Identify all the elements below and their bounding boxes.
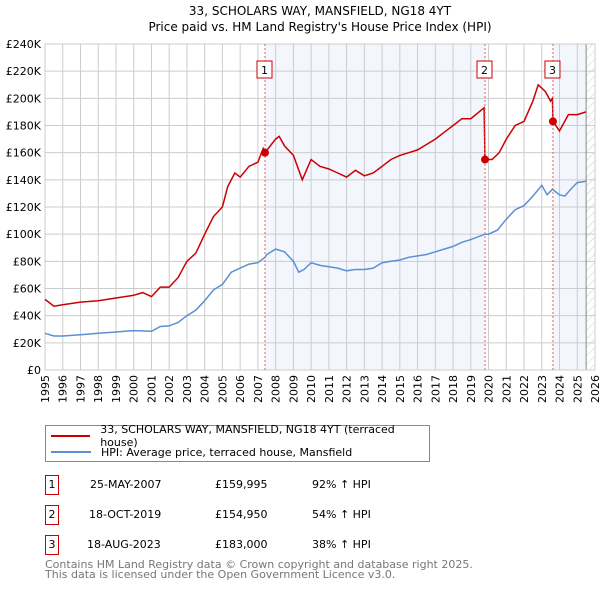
y-tick-label: £180K <box>6 120 42 133</box>
x-tick-label: 2022 <box>518 375 531 403</box>
plot-border <box>44 43 596 371</box>
footer-line: Contains HM Land Registry data © Crown c… <box>45 558 473 571</box>
x-tick-label: 2006 <box>234 375 247 403</box>
sale-point <box>261 148 269 157</box>
y-tick-label: £200K <box>6 92 42 105</box>
x-tick-label: 2016 <box>412 375 425 403</box>
y-tick-label: £220K <box>6 65 42 78</box>
legend-label: HPI: Average price, terraced house, Mans… <box>101 445 353 459</box>
sale-point <box>481 155 489 164</box>
x-tick-label: 1998 <box>92 375 105 403</box>
x-tick-label: 2024 <box>554 375 567 403</box>
legend-swatch-red <box>51 435 91 437</box>
sale-row: 2 18-OCT-2019 £154,950 54% ↑ HPI <box>45 505 465 525</box>
sale-label-box <box>544 60 561 79</box>
y-tick-label: £0 <box>27 364 41 377</box>
series-line <box>44 83 587 307</box>
x-tick-label: 2001 <box>145 375 158 403</box>
x-tick-label: 2025 <box>571 375 584 403</box>
sale-hpi: 92% ↑ HPI <box>312 478 371 491</box>
sale-date: 25-MAY-2007 <box>90 478 162 491</box>
y-tick-label: £80K <box>13 255 42 268</box>
y-tick-label: £60K <box>13 283 42 296</box>
legend-item-property: 33, SCHOLARS WAY, MANSFIELD, NG18 4YT (t… <box>51 423 429 449</box>
sale-label-box <box>476 60 493 79</box>
x-tick-label: 2015 <box>394 375 407 403</box>
legend: 33, SCHOLARS WAY, MANSFIELD, NG18 4YT (t… <box>45 423 430 462</box>
x-tick-label: 2017 <box>429 375 442 403</box>
sale-price: £154,950 <box>215 508 268 521</box>
x-tick-label: 2023 <box>536 375 549 403</box>
sale-date: 18-OCT-2019 <box>89 508 162 521</box>
y-tick-label: £140K <box>6 174 42 187</box>
x-tick-label: 2007 <box>252 375 265 403</box>
x-tick-label: 2011 <box>323 375 336 403</box>
chart-subtitle: Price paid vs. HM Land Registry's House … <box>148 20 491 34</box>
legend-swatch-blue <box>51 451 91 453</box>
sale-label: 2 <box>481 64 488 77</box>
legend-label: 33, SCHOLARS WAY, MANSFIELD, NG18 4YT (t… <box>100 423 395 449</box>
x-tick-label: 2000 <box>128 375 141 403</box>
sale-price: £159,995 <box>215 478 268 491</box>
x-tick-label: 2008 <box>270 375 283 403</box>
y-tick-label: £100K <box>6 228 42 241</box>
sale-hpi: 38% ↑ HPI <box>312 538 371 551</box>
sale-price: £183,000 <box>215 538 268 551</box>
x-tick-label: 2020 <box>483 375 496 403</box>
y-tick-label: £240K <box>6 38 42 51</box>
x-tick-label: 1995 <box>39 375 52 403</box>
x-tick-label: 2012 <box>341 375 354 403</box>
x-tick-label: 2026 <box>589 375 600 403</box>
footer: Contains HM Land Registry data © Crown c… <box>45 558 473 581</box>
sale-label: 1 <box>261 64 268 77</box>
chart: 33, SCHOLARS WAY, MANSFIELD, NG18 4YT Pr… <box>6 4 600 403</box>
legend-item-hpi: HPI: Average price, terraced house, Mans… <box>51 444 352 460</box>
x-tick-label: 1996 <box>57 375 70 403</box>
chart-title: 33, SCHOLARS WAY, MANSFIELD, NG18 4YT <box>189 4 452 18</box>
x-tick-label: 2010 <box>305 375 318 403</box>
x-tick-label: 2019 <box>465 375 478 403</box>
x-tick-label: 2021 <box>500 375 513 403</box>
y-tick-label: £40K <box>13 310 42 323</box>
x-tick-label: 2003 <box>181 375 194 403</box>
x-tick-label: 2013 <box>358 375 371 403</box>
series-line <box>44 180 587 337</box>
sale-label: 3 <box>549 64 556 77</box>
sale-label-box <box>256 60 273 79</box>
sale-row: 1 25-MAY-2007 £159,995 92% ↑ HPI <box>45 475 465 495</box>
footer-line: This data is licensed under the Open Gov… <box>45 568 396 581</box>
sale-date: 18-AUG-2023 <box>87 538 161 551</box>
x-tick-label: 2014 <box>376 375 389 403</box>
y-tick-label: £120K <box>6 201 42 214</box>
x-tick-label: 2005 <box>216 375 229 403</box>
sale-row: 3 18-AUG-2023 £183,000 38% ↑ HPI <box>45 535 465 555</box>
y-tick-label: £20K <box>13 337 42 350</box>
y-tick-label: £160K <box>6 147 42 160</box>
sale-point <box>548 117 557 126</box>
sale-number: 2 <box>45 505 59 525</box>
sale-hpi: 54% ↑ HPI <box>312 508 371 521</box>
sale-number: 3 <box>45 535 59 555</box>
x-tick-label: 1999 <box>110 375 123 403</box>
x-tick-label: 2002 <box>163 375 176 403</box>
sale-number: 1 <box>45 475 59 495</box>
x-tick-label: 1997 <box>74 375 87 403</box>
x-tick-label: 2018 <box>447 375 460 403</box>
x-tick-label: 2004 <box>199 375 212 403</box>
x-tick-label: 2009 <box>287 375 300 403</box>
